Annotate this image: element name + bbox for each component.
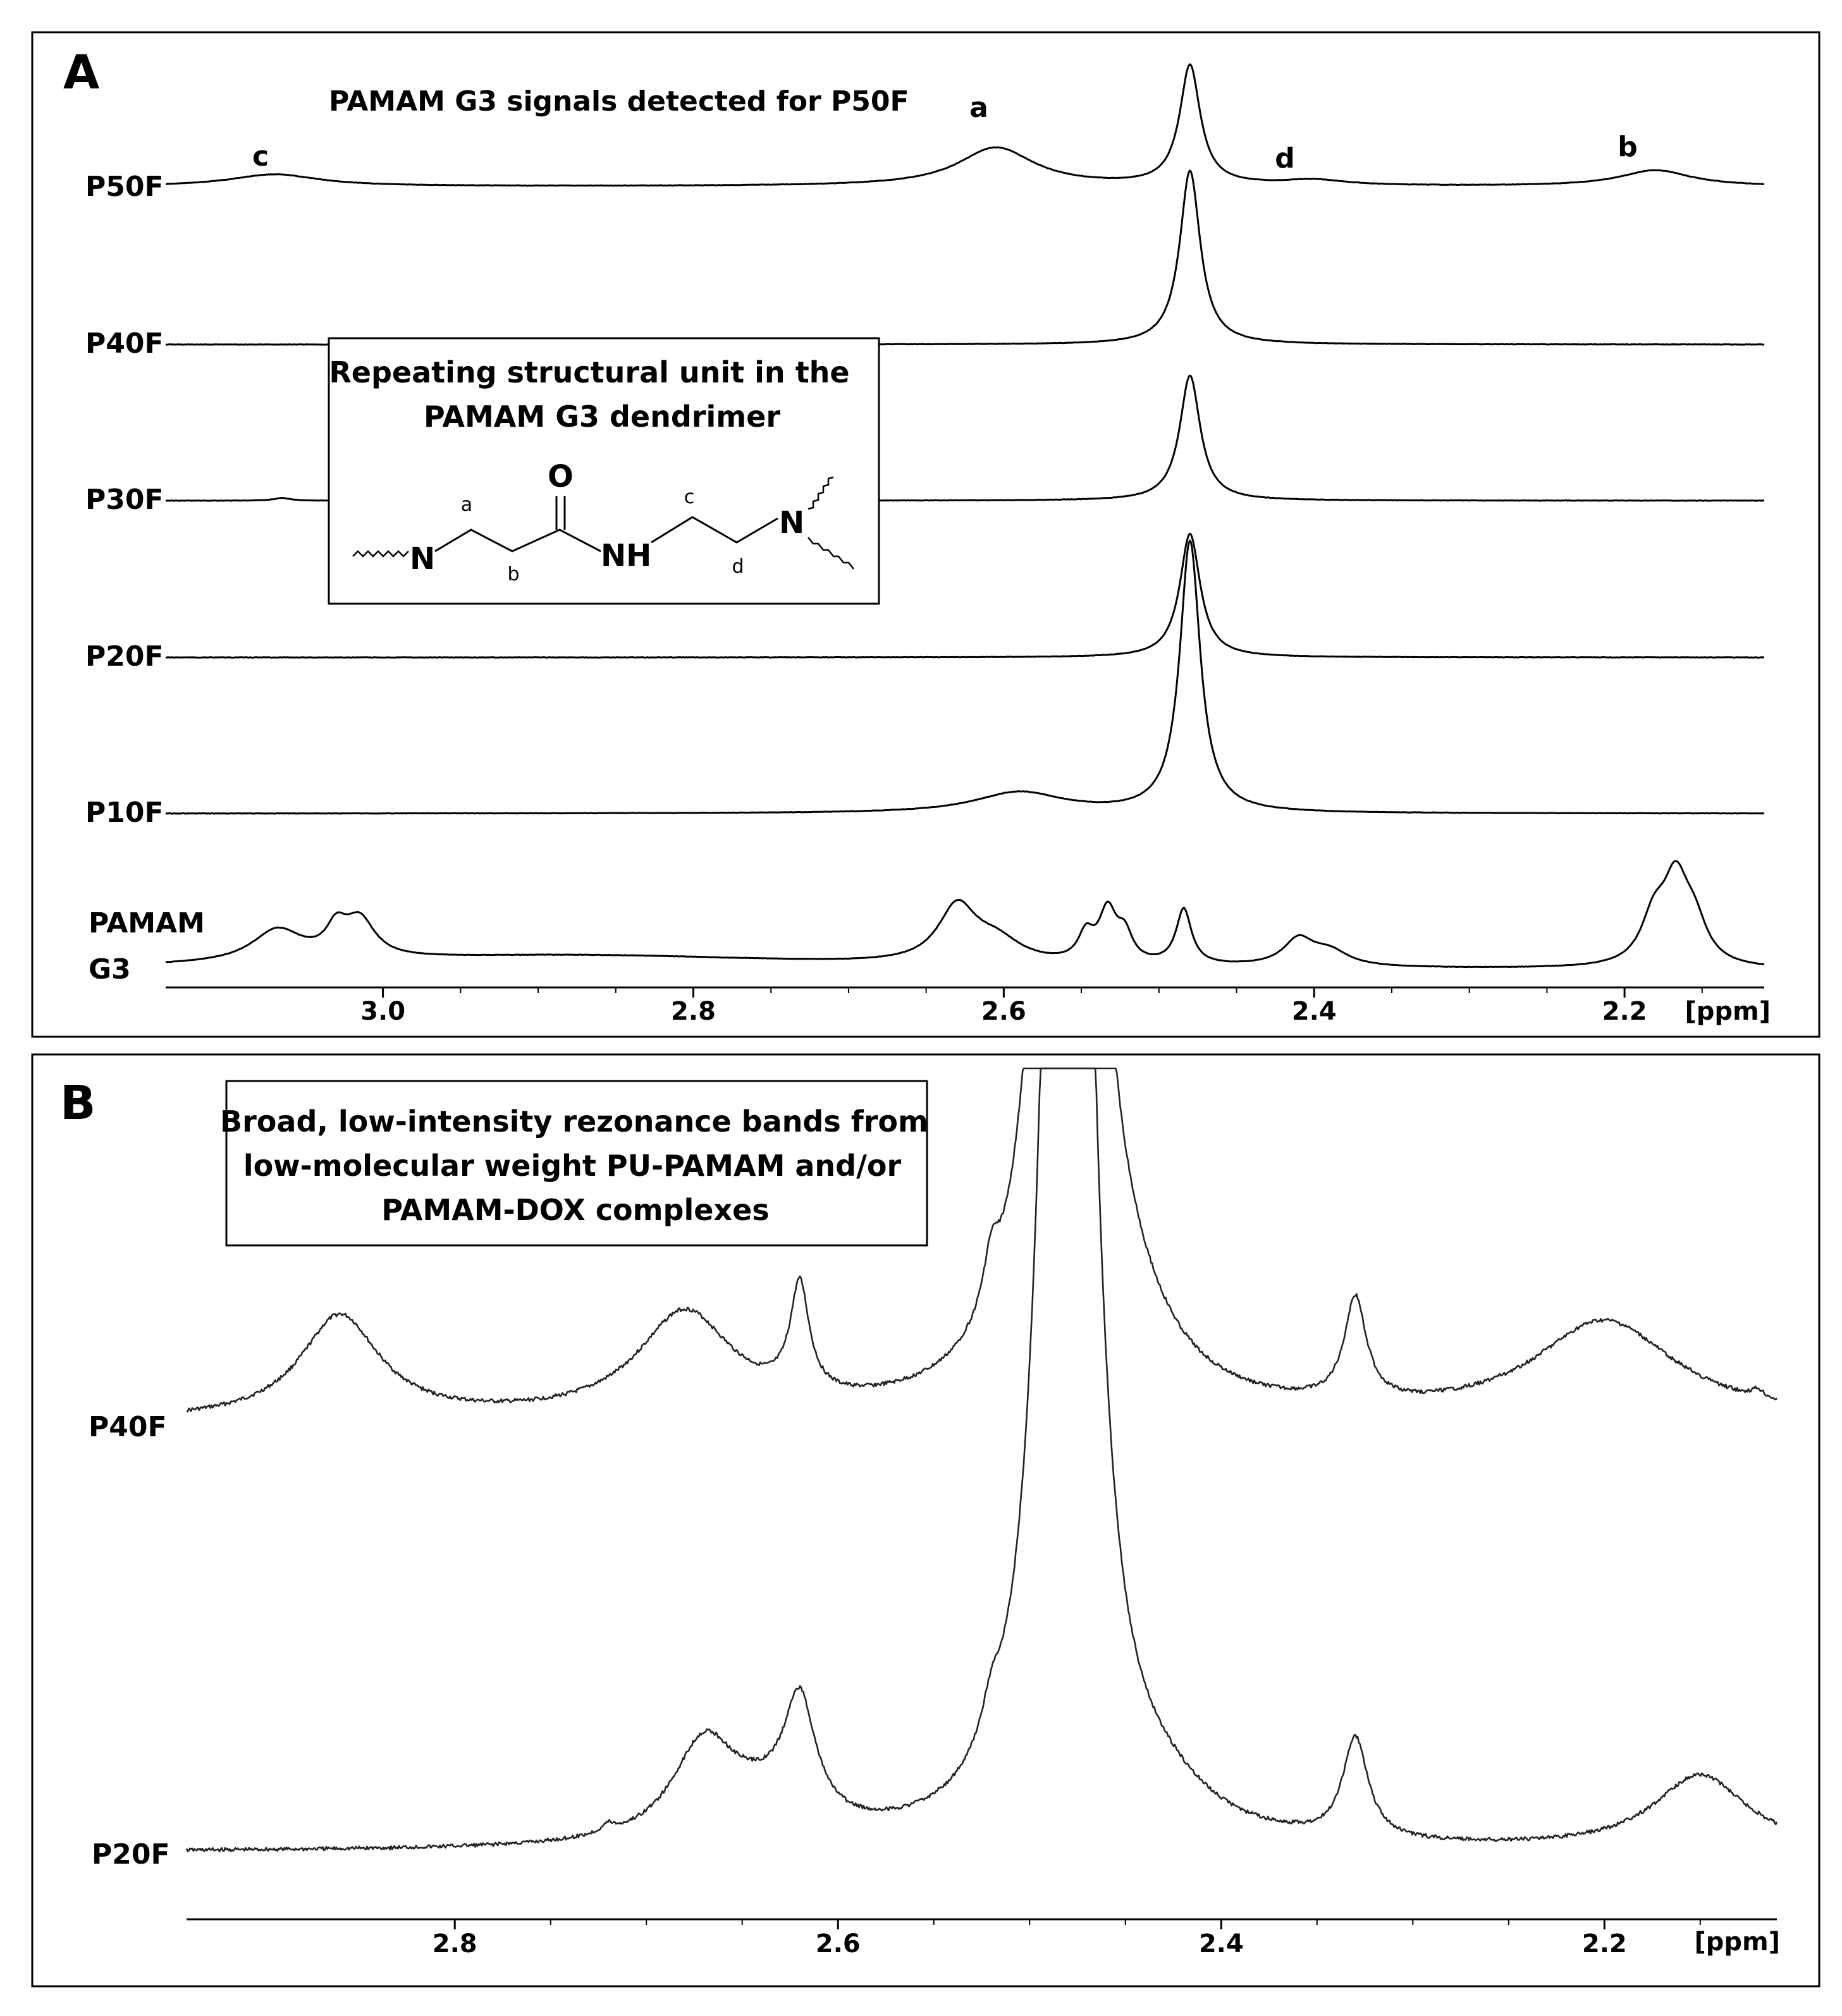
- tick-label: 2.6: [816, 1929, 861, 1958]
- panel-b-note-line-2: low-molecular weight PU-PAMAM and/or: [243, 1149, 902, 1183]
- row-label-b-p40f: P40F: [89, 1411, 167, 1443]
- spectrum-p20f: [165, 532, 1765, 659]
- tick-label: 2.4: [1199, 1929, 1244, 1958]
- wavy-bond-right-down: [807, 537, 854, 570]
- spectrum-p40f: [187, 1067, 1778, 1413]
- inset-title-line-1: Repeating structural unit in the: [329, 355, 849, 389]
- tick-label: 2.6: [981, 997, 1026, 1026]
- peak-label-a: a: [969, 92, 988, 124]
- spectrum-p40f: [165, 169, 1765, 346]
- peak-label-d: d: [1275, 142, 1295, 174]
- row-label-g3: G3: [89, 953, 131, 986]
- atom-nh: NH: [601, 538, 651, 573]
- tick-label: 3.0: [360, 997, 405, 1026]
- structure-inset-frame: [328, 337, 880, 605]
- spectrum-p50f: [166, 63, 1765, 187]
- tick-label: 2.4: [1292, 997, 1337, 1026]
- spectrum-p10f: [165, 539, 1765, 815]
- panel-a-xlabel: [ppm]: [1685, 997, 1771, 1026]
- inset-title-line-2: PAMAM G3 dendrimer: [424, 400, 780, 434]
- row-label-p20f: P20F: [85, 640, 164, 673]
- panel-b-letter: B: [60, 1076, 95, 1130]
- spectrum-p20f: [185, 1067, 1778, 1853]
- row-label-p40f: P40F: [85, 327, 164, 360]
- atom-n-right: N: [779, 505, 804, 541]
- position-c: c: [684, 486, 695, 508]
- chain-bonds-left: [434, 528, 601, 553]
- panel-b-note-line-1: Broad, low-intensity rezonance bands fro…: [220, 1104, 928, 1139]
- panel-b-frame: [31, 1053, 1821, 1988]
- panel-b-traces: [185, 1067, 1778, 1853]
- panel-a-frame: [31, 31, 1821, 1038]
- structure-inset: Repeating structural unit in the PAMAM G…: [328, 337, 880, 605]
- panel-a-ticks: 3.0 2.8 2.6 2.4 2.2: [360, 987, 1703, 1026]
- panel-a-title: PAMAM G3 signals detected for P50F: [329, 85, 909, 118]
- row-label-b-p20f: P20F: [92, 1838, 170, 1871]
- row-label-p30f: P30F: [85, 484, 164, 516]
- spectrum-p30f: [165, 374, 1765, 502]
- tick-label: 2.2: [1602, 997, 1647, 1026]
- panel-b-note-frame: [225, 1080, 928, 1247]
- chain-bonds-right: [651, 516, 778, 544]
- row-label-pamam: PAMAM: [89, 907, 205, 939]
- peak-label-c: c: [252, 140, 269, 173]
- wavy-bond-left: [352, 550, 409, 558]
- peak-label-b: b: [1618, 131, 1638, 163]
- tick-label: 2.8: [671, 997, 716, 1026]
- panel-b-note-line-3: PAMAM-DOX complexes: [381, 1193, 769, 1227]
- panel-b-ticks: 2.8 2.6 2.4 2.2: [433, 1919, 1701, 1958]
- position-d: d: [732, 556, 744, 578]
- panel-b-xlabel: [ppm]: [1694, 1927, 1780, 1957]
- panel-a-letter: A: [63, 46, 99, 100]
- tick-label: 2.2: [1582, 1929, 1627, 1958]
- row-label-p10f: P10F: [85, 797, 164, 829]
- panel-a-traces: [165, 63, 1765, 968]
- wavy-bond-right-up: [807, 476, 834, 510]
- peak-labels: c a d b: [252, 92, 1638, 174]
- tick-label: 2.8: [433, 1929, 477, 1958]
- row-label-p50f: P50F: [85, 171, 164, 203]
- position-b: b: [507, 563, 519, 585]
- position-a: a: [461, 494, 472, 516]
- spectrum-pamam-g3: [165, 860, 1765, 968]
- atom-o: O: [548, 459, 574, 494]
- atom-n-left: N: [410, 541, 435, 577]
